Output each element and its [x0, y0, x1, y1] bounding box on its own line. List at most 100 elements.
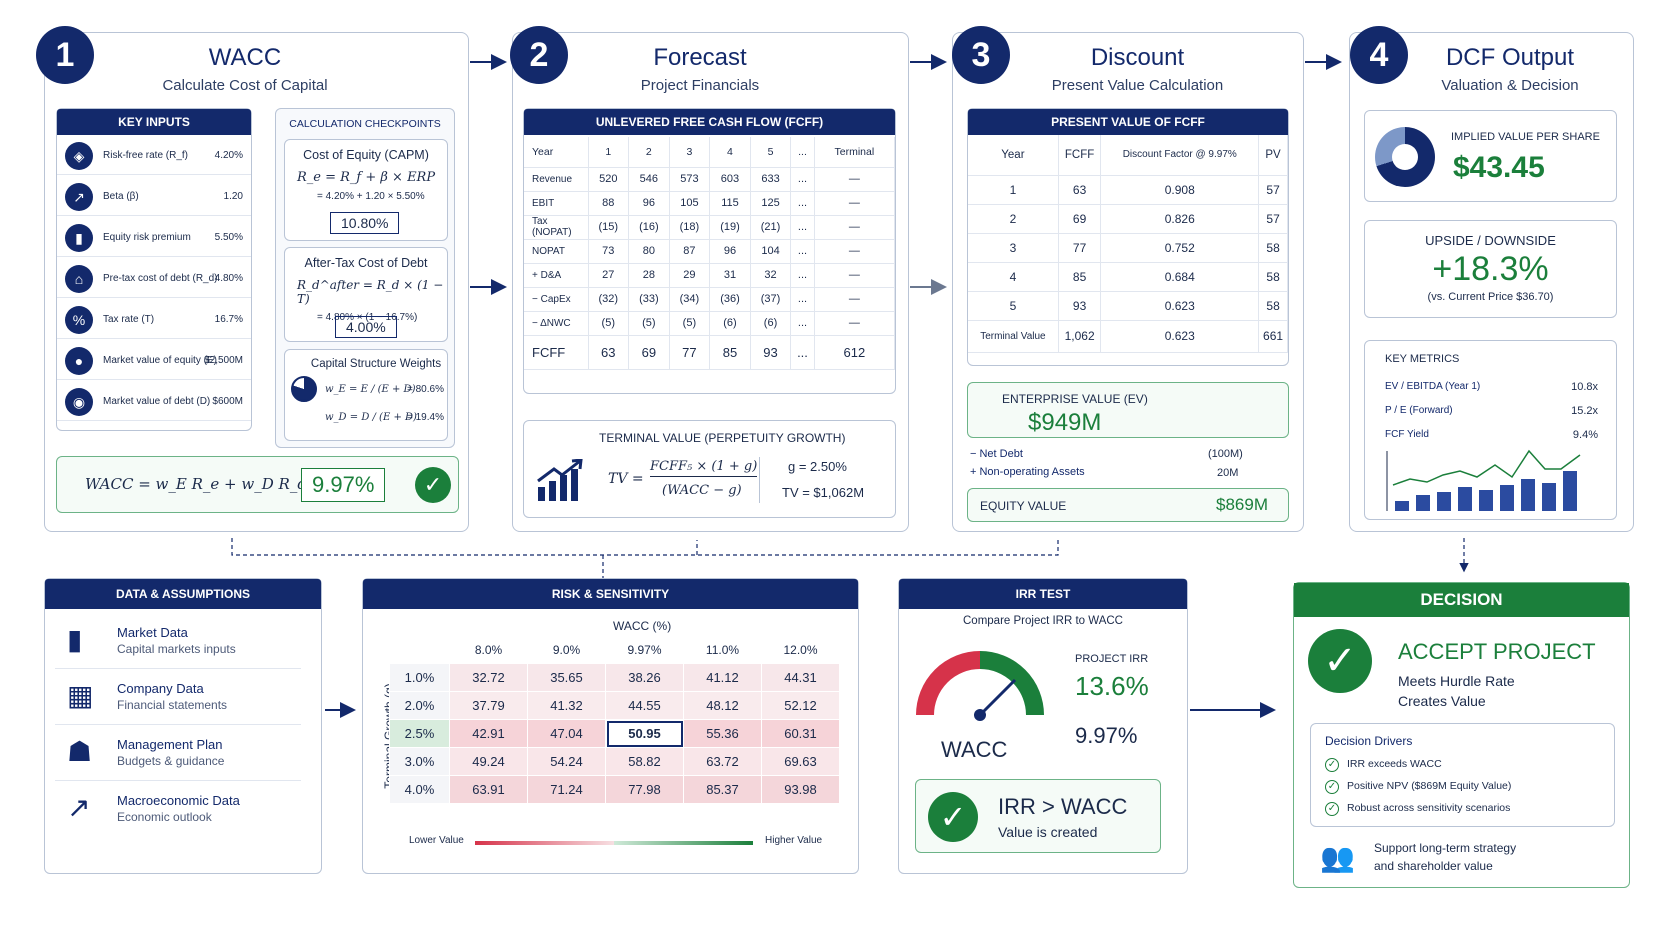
key-input-label: Market value of debt (D)	[103, 396, 211, 407]
table-cell: 104	[750, 239, 792, 264]
shield-icon: ◈	[65, 142, 93, 170]
table-cell: 96	[709, 239, 751, 264]
higher-value-label: Higher Value	[765, 835, 823, 846]
table-cell: —	[814, 167, 896, 192]
fcff-table: Year 1 2 3 4 5... Terminal Revenue 520 546 573 603 6…	[524, 137, 896, 370]
column-header: PV	[1258, 135, 1288, 176]
pv-box: PRESENT VALUE OF FCFF Year FCFF Discount F…	[967, 108, 1289, 366]
tv-denominator: (WACC − g)	[662, 483, 742, 498]
corner-cell	[389, 635, 450, 664]
terminal-value: TV = $1,062M	[782, 485, 865, 500]
data-source-title: Macroeconomic Data	[117, 793, 240, 808]
pie-icon	[291, 376, 317, 402]
fcff-header: UNLEVERED FREE CASH FLOW (FCFF)	[524, 109, 895, 135]
sensitivity-col-title: WACC (%)	[613, 619, 672, 633]
nonop-value: 20M	[1217, 467, 1239, 479]
table-cell: 27	[588, 263, 630, 288]
table-cell: (5)	[628, 311, 670, 336]
data-source-item: ↗ Macroeconomic Data Economic outlook	[55, 785, 301, 837]
table-cell: Terminal Value	[968, 320, 1059, 353]
key-input-label: Equity risk premium	[103, 232, 191, 243]
table-cell: 0.752	[1100, 233, 1260, 263]
growth-chart-icon	[537, 459, 583, 501]
table-cell: (5)	[669, 311, 711, 336]
table-cell: − CapEx	[524, 287, 589, 312]
table-cell: (21)	[750, 215, 792, 240]
we-value: = 80.6%	[407, 384, 444, 395]
table-cell: 93	[1058, 291, 1102, 321]
terminal-value-box: TERMINAL VALUE (PERPETUITY GROWTH) TV = …	[523, 420, 896, 518]
coe-title: Cost of Equity (CAPM)	[303, 148, 429, 162]
key-input-value: 5.50%	[214, 232, 243, 243]
metric-value: 9.4%	[1572, 429, 1598, 441]
key-input-row: ◉ Market value of debt (D) $600M	[57, 383, 251, 421]
data-source-sub: Capital markets inputs	[117, 642, 236, 656]
ev-box: ENTERPRISE VALUE (EV) $949M	[967, 382, 1289, 438]
table-cell: 661	[1258, 320, 1288, 353]
step-title: DCF Output	[1445, 44, 1575, 71]
table-cell: 57	[1258, 204, 1288, 234]
table-header-row: Year 1 2 3 4 5... Terminal	[524, 137, 896, 168]
cod-box: After-Tax Cost of Debt R_d^after = R_d ×…	[284, 247, 448, 342]
table-cell: 115	[709, 191, 751, 216]
decision-check-icon: ✓	[1308, 629, 1372, 693]
verdict-title: IRR > WACC	[998, 794, 1128, 819]
we-formula: w_E = E / (E + D)	[325, 384, 416, 395]
percent-icon: %	[65, 306, 93, 334]
wacc-result: 9.97%	[301, 468, 386, 502]
table-cell: 87	[669, 239, 711, 264]
drivers-label: Decision Drivers	[1325, 734, 1413, 748]
table-cell: 573	[669, 167, 711, 192]
checkpoints-header: CALCULATION CHECKPOINTS	[289, 118, 441, 130]
sensitivity-cell: 55.36	[683, 719, 762, 748]
sensitivity-cell: 41.12	[683, 663, 762, 692]
table-cell: 77	[669, 335, 711, 370]
sensitivity-cell: 47.04	[527, 719, 606, 748]
table-cell: 77	[1058, 233, 1102, 263]
ivps-box: IMPLIED VALUE PER SHARE $43.45	[1364, 110, 1617, 202]
column-header: 4	[709, 137, 751, 168]
data-source-item: ☗ Management Plan Budgets & guidance	[55, 729, 301, 781]
table-cell: 69	[628, 335, 670, 370]
table-cell: 0.684	[1100, 262, 1260, 292]
sensitivity-cell: 71.24	[527, 775, 606, 804]
table-cell: (6)	[709, 311, 751, 336]
table-cell: 612	[814, 335, 896, 370]
table-cell: 69	[1058, 204, 1102, 234]
table-cell: ...	[790, 287, 815, 312]
irr-header: IRR TEST	[899, 579, 1187, 609]
table-cell: 3	[968, 233, 1059, 263]
net-debt-label: − Net Debt	[970, 448, 1023, 460]
footer-line1: Support long-term strategy	[1374, 841, 1517, 855]
equity-value-box: EQUITY VALUE $869M	[967, 488, 1289, 522]
gauge-icon	[916, 651, 1044, 721]
tv-numerator: FCFF₅ × (1 + g)	[650, 459, 758, 477]
sensitivity-cell: 41.32	[527, 691, 606, 720]
table-cell: 105	[669, 191, 711, 216]
project-irr-value: 13.6%	[1075, 671, 1149, 701]
tv-divider	[759, 457, 760, 503]
key-metrics-label: KEY METRICS	[1385, 353, 1460, 365]
sensitivity-row: 4.0% 63.91 71.24 77.98 85.37 93.98	[389, 775, 840, 804]
sensitivity-cell: 54.24	[527, 747, 606, 776]
people-icon: 👥	[1320, 842, 1355, 873]
sensitivity-cell: 38.26	[605, 663, 684, 692]
step-number: 2	[510, 26, 568, 84]
cod-title: After-Tax Cost of Debt	[304, 256, 428, 270]
key-input-label: Pre-tax cost of debt (R_d)	[103, 273, 218, 284]
driver-label: Robust across sensitivity scenarios	[1347, 802, 1511, 814]
wd-formula: w_D = D / (E + D)	[325, 412, 417, 423]
step-title: Discount	[1090, 44, 1185, 71]
table-row: 3 77 0.752 58	[968, 233, 1288, 263]
data-source-title: Management Plan	[117, 737, 223, 752]
step-number: 3	[952, 26, 1010, 84]
table-row: − CapEx (32) (33) (34) (36) (37)... —	[524, 287, 896, 312]
column-header: Discount Factor @ 9.97%	[1100, 135, 1260, 176]
decision-header: DECISION	[1294, 583, 1629, 617]
data-source-sub: Financial statements	[117, 698, 228, 712]
step-title: WACC	[208, 44, 282, 71]
data-assumptions-header: DATA & ASSUMPTIONS	[45, 579, 321, 609]
column-header: Terminal	[814, 137, 896, 168]
metric-label: FCF Yield	[1385, 429, 1429, 440]
